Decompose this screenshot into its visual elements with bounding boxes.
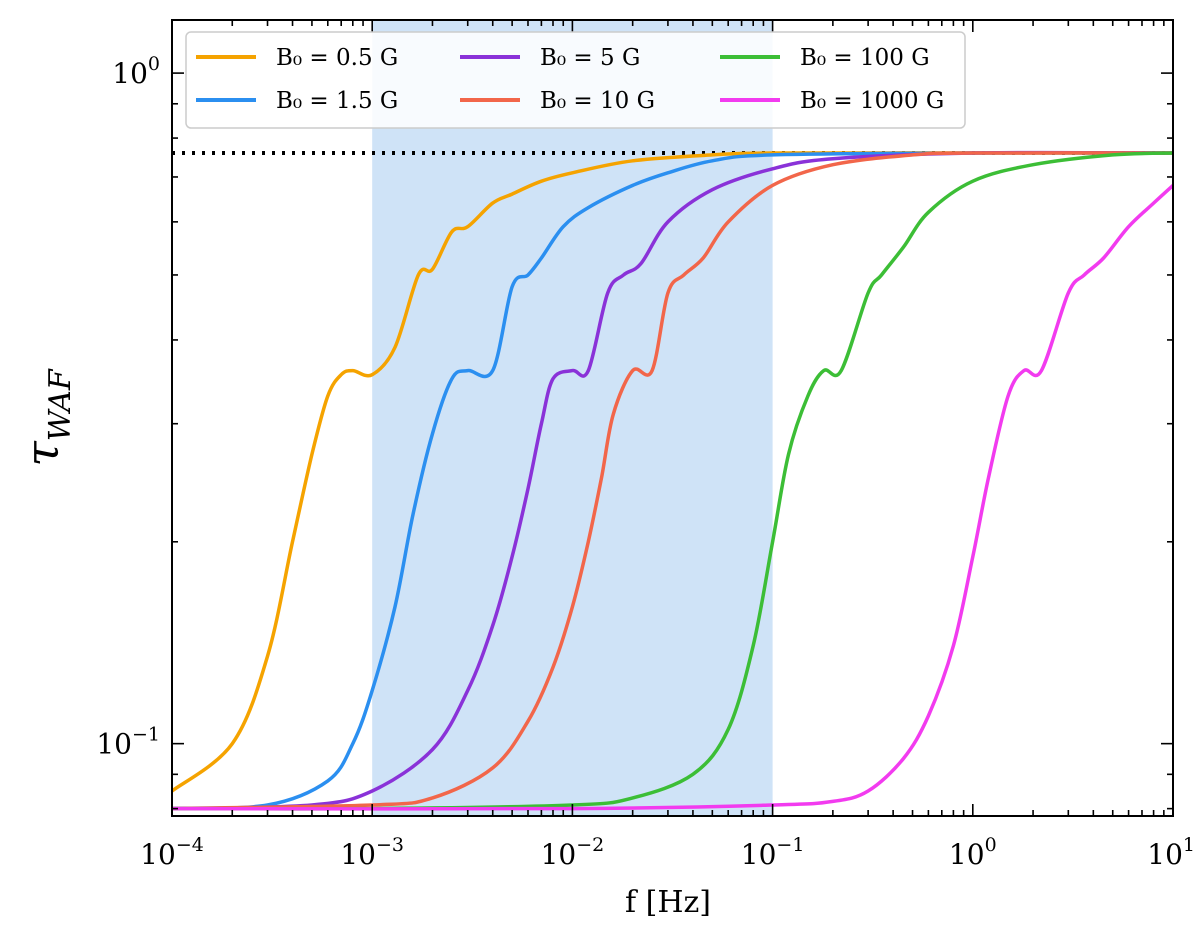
legend-label: B₀ = 1.5 G	[276, 88, 398, 114]
x-tick-label: 10−4	[140, 834, 204, 871]
series-line-1	[172, 151, 1173, 811]
series-lines	[172, 150, 1173, 811]
series-line-0	[172, 151, 1173, 793]
legend-label: B₀ = 0.5 G	[276, 45, 398, 71]
y-axis-label: τWAF	[15, 368, 78, 466]
axis-tick-labels: 10−4 10−3 10−2 10−1 100 101 10−1 100	[96, 53, 1195, 871]
series-line-5	[172, 184, 1173, 811]
shaded-band	[372, 20, 773, 816]
legend-label: B₀ = 10 G	[540, 88, 655, 114]
legend-label: B₀ = 5 G	[540, 45, 640, 71]
y-tick-label: 100	[112, 53, 160, 90]
axis-ticks	[171, 20, 1174, 816]
series-line-4	[172, 151, 1173, 811]
y-tick-label: 10−1	[96, 724, 160, 761]
svg-text:τWAF: τWAF	[15, 368, 78, 466]
plot-frame	[171, 19, 1174, 817]
x-tick-label: 100	[949, 834, 997, 871]
x-tick-label: 101	[1147, 834, 1195, 871]
series-line-2	[172, 150, 1173, 811]
frequency-band	[372, 20, 773, 816]
legend: B₀ = 0.5 G B₀ = 1.5 G B₀ = 5 G B₀ = 10 G B₀ …	[185, 31, 966, 129]
x-axis-label: f [Hz]	[625, 885, 711, 920]
x-tick-label: 10−3	[340, 834, 404, 871]
legend-label: B₀ = 100 G	[800, 45, 930, 71]
legend-label: B₀ = 1000 G	[800, 88, 944, 114]
x-tick-label: 10−2	[541, 834, 605, 871]
x-tick-label: 10−1	[741, 834, 805, 871]
series-line-3	[172, 151, 1173, 811]
